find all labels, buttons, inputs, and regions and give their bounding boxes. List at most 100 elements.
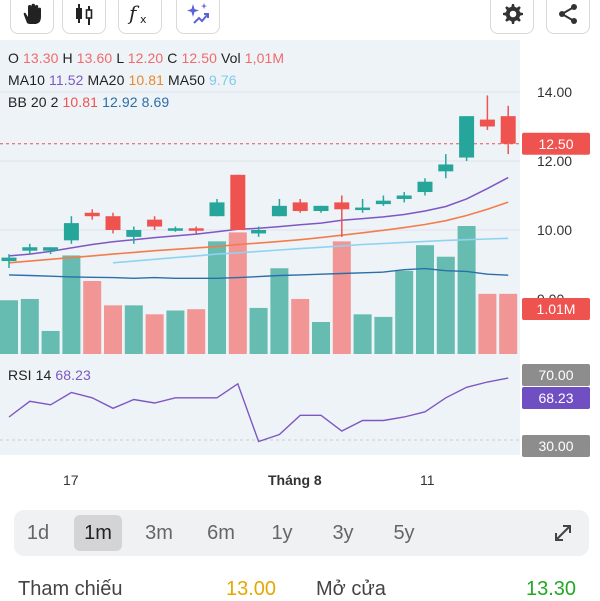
tab-1d[interactable]: 1d xyxy=(26,522,50,544)
open-value: 13.30 xyxy=(23,50,59,66)
candle-body xyxy=(479,119,495,127)
volume-bar xyxy=(332,241,351,354)
close-label: C xyxy=(167,50,178,66)
volume-bar xyxy=(436,256,455,354)
tab-1y[interactable]: 1y xyxy=(271,522,293,544)
bb-value-2: 12.92 xyxy=(102,94,138,110)
candle-body xyxy=(355,207,371,211)
open-label: O xyxy=(8,50,19,66)
fullscreen-button[interactable] xyxy=(549,519,577,552)
ohlc-legend: O 13.30 H 13.60 L 12.20 C 12.50 Vol 1,01… xyxy=(8,50,284,66)
price-tick-label: 10.00 xyxy=(537,222,572,238)
price-tick-label: 14.00 xyxy=(537,84,572,100)
volume-bar xyxy=(249,307,268,354)
volume-badge-bg xyxy=(522,298,590,320)
open-price-label: Mở cửa xyxy=(316,578,386,600)
x-label-11: 11 xyxy=(420,472,435,488)
rsi-current-badge: 68.23 xyxy=(538,390,573,406)
price-tick-label: 12.00 xyxy=(537,153,572,169)
volume-bar xyxy=(187,309,206,354)
candle-body xyxy=(292,202,308,212)
tab-3y[interactable]: 3y xyxy=(332,522,354,544)
hand-tool-button[interactable] xyxy=(10,0,54,34)
candle-body xyxy=(313,205,329,212)
reference-label: Tham chiếu xyxy=(18,578,123,600)
low-value: 12.20 xyxy=(127,50,164,66)
tab-3m[interactable]: 3m xyxy=(145,522,173,544)
tab-6m[interactable]: 6m xyxy=(207,522,235,544)
ma20-line xyxy=(8,201,509,264)
volume-bar xyxy=(457,226,476,354)
ai-analysis-button[interactable] xyxy=(176,0,220,34)
ma50-label: MA50 xyxy=(168,72,205,88)
volume-bar xyxy=(124,305,143,354)
candle-body xyxy=(105,216,121,230)
svg-text:f: f xyxy=(127,1,140,25)
expand-icon xyxy=(555,525,571,541)
close-value: 12.50 xyxy=(181,50,217,66)
ma20-label: MA20 xyxy=(87,72,125,88)
ma50-value: 9.76 xyxy=(209,72,237,88)
candle-body xyxy=(209,202,225,217)
candle-body xyxy=(396,195,412,199)
volume-bar xyxy=(478,293,497,354)
volume-bar xyxy=(353,314,372,354)
volume-bar xyxy=(291,298,310,354)
candle-body xyxy=(230,174,246,230)
tab-5y[interactable]: 5y xyxy=(393,522,415,544)
volume-bar xyxy=(374,316,393,354)
candle-type-button[interactable] xyxy=(62,0,106,34)
volume-bar xyxy=(208,241,226,354)
bb-band-line xyxy=(8,267,509,280)
candle-body xyxy=(43,247,59,251)
volume-bar xyxy=(270,268,289,354)
candle-body xyxy=(271,205,287,217)
ma20-value: 10.81 xyxy=(128,72,165,88)
rsi-upper-badge-bg xyxy=(522,364,590,386)
sparkle-icon xyxy=(187,3,209,24)
volume-bar xyxy=(228,232,247,354)
volume-bar xyxy=(312,322,330,354)
high-label: H xyxy=(62,50,73,66)
indicators-button[interactable]: f x xyxy=(118,0,162,34)
rsi-label: RSI 14 xyxy=(8,367,52,383)
volume-bar xyxy=(104,305,122,354)
hand-icon xyxy=(23,3,41,25)
bb-label: BB 20 2 xyxy=(8,94,59,110)
ma10-label: MA10 xyxy=(8,72,45,88)
volume-bar xyxy=(166,310,185,354)
rsi-line xyxy=(8,377,509,443)
timeframe-bar: 1d 1m 3m 6m 1y 3y 5y xyxy=(14,510,589,556)
x-label-month: Tháng 8 xyxy=(268,472,322,488)
share-button[interactable] xyxy=(546,0,590,34)
candle-body xyxy=(22,247,38,251)
ma-legend: MA10 11.52 MA20 10.81 MA50 9.76 xyxy=(8,72,237,88)
rsi-lower-badge-bg xyxy=(522,435,590,457)
volume-bar xyxy=(62,255,81,354)
svg-text:x: x xyxy=(140,13,147,26)
x-label-17: 17 xyxy=(63,472,79,488)
candle-body xyxy=(251,230,267,234)
open-price-value: 13.30 xyxy=(526,578,577,600)
volume-value: 1,01M xyxy=(244,50,285,66)
rsi-legend: RSI 14 68.23 xyxy=(8,367,91,383)
candle-body xyxy=(126,230,142,237)
ma50-line xyxy=(112,237,509,264)
volume-bar xyxy=(83,281,102,354)
reference-value: 13.00 xyxy=(226,578,277,600)
rsi-upper-badge: 70.00 xyxy=(538,367,573,383)
candle-body xyxy=(417,181,433,193)
toolbar: f x xyxy=(0,0,600,40)
volume-bar xyxy=(395,270,414,354)
chart-area[interactable]: 14.0012.0010.009.0012.501.01M70.0068.233… xyxy=(0,40,600,460)
rsi-current-badge-bg xyxy=(522,387,590,409)
settings-button[interactable] xyxy=(490,0,534,34)
volume-bar xyxy=(20,298,39,354)
tab-1m[interactable]: 1m xyxy=(74,515,122,551)
price-chart[interactable]: 14.0012.0010.009.0012.501.01M70.0068.233… xyxy=(0,40,600,460)
volume-badge: 1.01M xyxy=(537,301,576,317)
rsi-lower-badge: 30.00 xyxy=(538,438,573,454)
volume-bar xyxy=(145,314,164,354)
high-value: 13.60 xyxy=(76,50,113,66)
candle-body xyxy=(500,116,516,144)
